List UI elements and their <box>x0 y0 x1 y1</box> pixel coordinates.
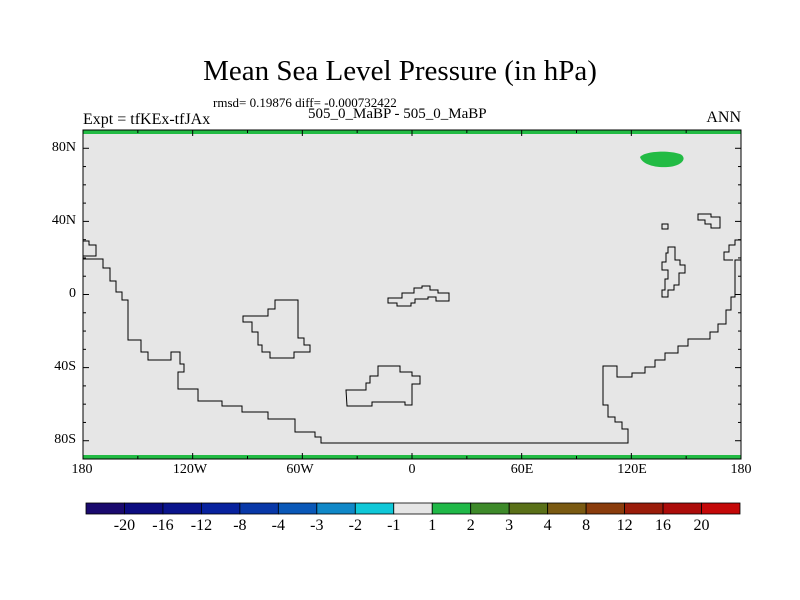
x-tick-label: 60E <box>510 462 534 477</box>
colorbar-swatch <box>316 502 356 515</box>
colorbar-swatch <box>508 502 549 515</box>
colorbar-label: -20 <box>113 517 136 534</box>
colorbar-swatch <box>124 502 164 515</box>
y-tick-label: 40N <box>51 213 76 228</box>
colorbar-label: 1 <box>428 517 437 534</box>
positive-anomaly-region <box>640 151 684 168</box>
colorbar-swatch <box>354 502 395 515</box>
colorbar-label: 3 <box>505 517 514 534</box>
coastline-east-asia <box>723 239 741 261</box>
experiment-label: Expt = tfKEx-tfJAx <box>83 111 211 128</box>
y-tick-label: 40S <box>54 359 76 374</box>
colorbar-label: -2 <box>348 517 362 534</box>
colorbar <box>85 502 741 515</box>
colorbar-swatch <box>547 502 587 515</box>
coastline-south-america-antarctica <box>83 258 741 444</box>
x-tick-label: 120E <box>617 462 647 477</box>
x-tick-label: 120W <box>172 462 208 477</box>
colorbar-swatch <box>201 502 241 515</box>
colorbar-label: -8 <box>233 517 247 534</box>
colorbar-swatch <box>662 502 702 515</box>
coastline-japan <box>697 213 721 229</box>
colorbar-swatch <box>701 502 741 515</box>
coastline-small-island <box>661 223 669 230</box>
colorbar-swatch <box>277 502 318 515</box>
colorbar-label: 8 <box>582 517 591 534</box>
colorbar-label: -4 <box>271 517 285 534</box>
coastlines <box>83 213 741 444</box>
colorbar-swatch <box>624 502 664 515</box>
coastline-australia <box>345 365 421 407</box>
colorbar-swatch <box>470 502 510 515</box>
map-title: Mean Sea Level Pressure (in hPa) <box>203 55 597 87</box>
colorbar-label: 16 <box>655 517 672 534</box>
season-label: ANN <box>706 109 741 126</box>
stats-text: rmsd= 0.19876 diff= -0.000732422 <box>213 95 397 110</box>
colorbar-swatch <box>393 502 433 515</box>
colorbar-label: -16 <box>152 517 174 534</box>
colorbar-swatch <box>162 502 202 515</box>
x-tick-label: 60W <box>286 462 314 477</box>
axis-ticks <box>82 129 742 460</box>
colorbar-label: 4 <box>543 517 552 534</box>
coastline-north-america <box>83 240 97 257</box>
x-tick-label: 180 <box>730 462 752 477</box>
coastline-island-east <box>387 285 450 307</box>
colorbar-label: -1 <box>387 517 401 534</box>
colorbar-swatch <box>85 502 125 515</box>
coastline-africa <box>242 299 311 359</box>
y-tick-label: 80N <box>51 140 76 155</box>
x-tick-label: 0 <box>408 462 416 477</box>
case-label: 505_0_MaBP - 505_0_MaBP <box>308 106 487 122</box>
colorbar-swatch <box>431 502 472 515</box>
colorbar-label: -3 <box>310 517 324 534</box>
colorbar-label: -12 <box>190 517 213 534</box>
colorbar-swatch <box>239 502 279 515</box>
coastline-philippines <box>661 246 686 298</box>
y-tick-label: 0 <box>69 286 76 301</box>
x-tick-label: 180 <box>71 462 93 477</box>
colorbar-swatch <box>585 502 625 515</box>
y-tick-label: 80S <box>54 432 76 447</box>
map-field <box>83 130 741 459</box>
colorbar-label: 12 <box>616 517 633 534</box>
colorbar-label: 2 <box>466 517 475 534</box>
colorbar-label: 20 <box>693 517 710 534</box>
